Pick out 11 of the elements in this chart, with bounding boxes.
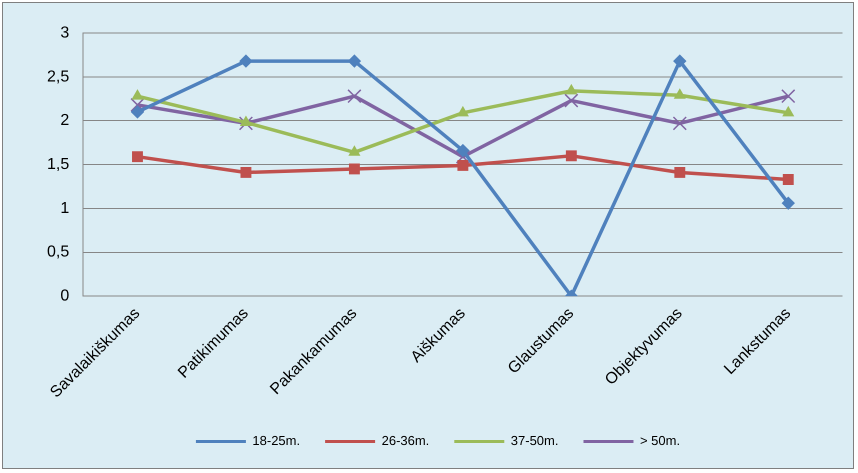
legend-label: > 50m. (640, 433, 680, 448)
y-tick-label: 1 (60, 200, 70, 217)
legend-label: 37-50m. (510, 433, 558, 448)
y-tick-label: 1,5 (46, 156, 70, 173)
y-tick-label: 0 (60, 288, 70, 305)
y-tick-label: 3 (60, 24, 70, 42)
y-tick-label: 0,5 (46, 244, 70, 261)
y-tick-label: 2,5 (46, 68, 70, 86)
y-tick-label: 2 (60, 112, 70, 130)
legend-label: 26-36m. (382, 433, 430, 448)
legend-label: 18-25m. (252, 433, 300, 448)
